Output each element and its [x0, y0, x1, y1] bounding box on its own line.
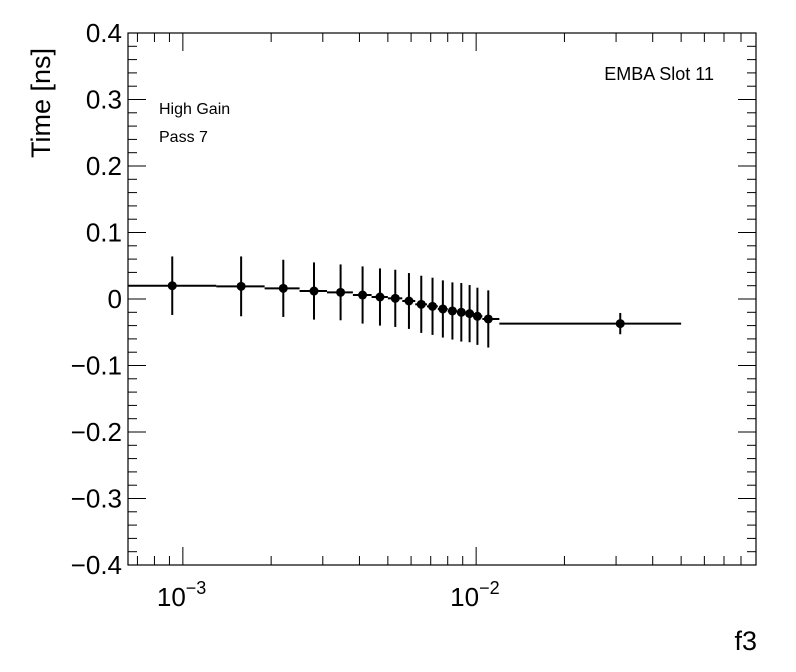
data-point	[352, 266, 372, 324]
point-marker	[465, 309, 475, 319]
data-point	[216, 256, 265, 317]
point-marker	[375, 292, 385, 302]
point-marker	[456, 307, 466, 317]
x-tick-labels: 10−3 10−2	[157, 578, 500, 612]
data-point	[371, 268, 388, 326]
point-marker	[358, 290, 368, 300]
data-point	[472, 287, 483, 345]
x-axis-title: f3	[734, 626, 757, 656]
panel-label: EMBA Slot 11	[604, 64, 714, 84]
data-point	[387, 269, 403, 327]
data-point	[499, 312, 682, 335]
point-marker	[472, 311, 482, 321]
point-marker	[438, 304, 448, 314]
data-point	[482, 290, 500, 348]
data-point	[415, 275, 428, 333]
data-point	[128, 256, 217, 315]
plot-frame	[127, 32, 757, 566]
data-point	[264, 259, 300, 317]
data-point	[427, 277, 438, 335]
y-tick-label: −0.2	[71, 417, 122, 447]
y-tick-label: 0.1	[86, 218, 122, 248]
data-point	[465, 285, 475, 343]
y-tick-label: −0.4	[71, 550, 122, 580]
pass-label: Pass 7	[159, 129, 208, 146]
data-point	[456, 283, 466, 342]
data-point	[402, 273, 416, 329]
y-tick-label: 0.4	[86, 18, 122, 48]
y-tick-label: −0.3	[71, 484, 122, 514]
point-marker	[428, 301, 438, 311]
point-marker	[404, 296, 414, 306]
y-tick-labels: 0.4 0.3 0.2 0.1 0 −0.1 −0.2 −0.3 −0.4	[71, 18, 122, 580]
data-point	[447, 282, 457, 340]
data-points	[128, 256, 682, 348]
point-marker	[236, 281, 246, 291]
x-tick-label: 10−2	[450, 578, 499, 612]
point-marker	[167, 281, 177, 291]
x-tick-label: 10−3	[157, 578, 206, 612]
point-marker	[278, 283, 288, 293]
point-marker	[483, 314, 493, 324]
data-point	[326, 264, 353, 321]
point-marker	[390, 293, 400, 303]
y-tick-label: 0.2	[86, 151, 122, 181]
data-point	[437, 280, 448, 338]
point-marker	[447, 306, 457, 316]
point-marker	[336, 287, 346, 297]
gain-label: High Gain	[159, 101, 230, 118]
point-marker	[309, 286, 319, 296]
point-marker	[615, 319, 625, 329]
y-tick-label: 0	[108, 284, 122, 314]
y-axis-title: Time [ns]	[26, 48, 56, 158]
y-tick-label: 0.3	[86, 85, 122, 115]
y-tick-label: −0.1	[71, 351, 122, 381]
point-marker	[416, 299, 426, 309]
data-point	[299, 262, 327, 320]
